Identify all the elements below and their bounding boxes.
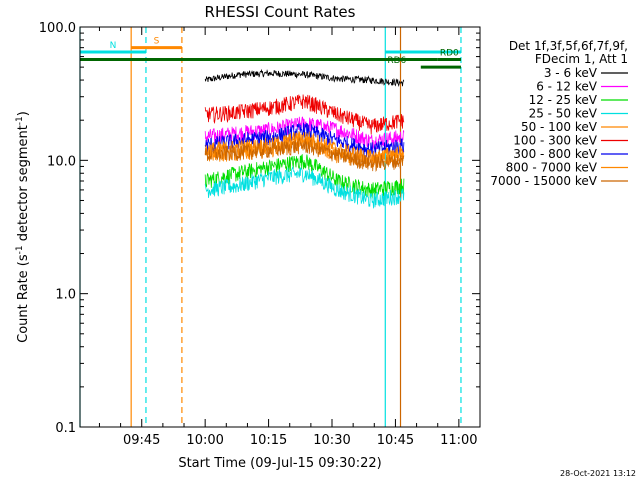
- series-line-0: [204, 68, 405, 87]
- chart-title: RHESSI Count Rates: [205, 3, 356, 21]
- legend-entry-label: 3 - 6 keV: [544, 66, 598, 80]
- y-tick-label: 1.0: [55, 288, 76, 303]
- legend-header-line-1: Det 1f,3f,5f,6f,7f,9f,: [509, 39, 628, 53]
- series-line-5: [204, 94, 405, 135]
- x-axis-ticks: 09:45 10:00 10:15 10:30 10:45 11:00: [98, 27, 481, 448]
- plot-frame: [79, 26, 481, 428]
- series-group: [204, 68, 405, 209]
- x-tick-label: 10:00: [186, 433, 223, 448]
- legend-entry-label: 50 - 100 keV: [521, 120, 598, 134]
- x-tick-label: 09:45: [123, 433, 160, 448]
- y-tick-label: 100.0: [39, 21, 76, 36]
- observing-mode-annotations: S N RD0 RD6: [79, 27, 462, 427]
- x-tick-label: 11:00: [440, 433, 477, 448]
- y-axis-ticks: 0.1 1.0 10.0 100.0: [39, 21, 480, 436]
- y-tick-label: 0.1: [55, 421, 76, 436]
- legend-entry-label: 6 - 12 keV: [536, 80, 598, 94]
- legend-entry-label: 100 - 300 keV: [513, 134, 597, 148]
- annotation-label-N: N: [110, 41, 117, 51]
- x-tick-label: 10:45: [377, 433, 414, 448]
- x-tick-label: 10:30: [313, 433, 350, 448]
- footer-timestamp: 28-Oct-2021 13:12: [560, 469, 636, 478]
- series-line-8: [204, 136, 405, 172]
- legend-header-line-2: FDecim 1, Att 1: [535, 52, 628, 66]
- x-tick-label: 10:15: [250, 433, 287, 448]
- y-tick-label: 10.0: [47, 154, 76, 169]
- series-line-2: [204, 154, 405, 199]
- legend: Det 1f,3f,5f,6f,7f,9f, FDecim 1, Att 1 3…: [490, 39, 628, 188]
- y-axis-label: Count Rate (s-1 detector segment-1): [15, 111, 31, 343]
- x-axis-label: Start Time (09-Jul-15 09:30:22): [178, 456, 381, 471]
- annotation-label-S: S: [154, 37, 160, 47]
- annotation-label-RD0: RD0: [440, 49, 459, 59]
- legend-entry-label: 25 - 50 keV: [529, 107, 598, 121]
- annotation-label-RD6: RD6: [387, 56, 406, 66]
- series-line-3: [204, 165, 405, 209]
- legend-entry-label: 800 - 7000 keV: [506, 161, 598, 175]
- legend-entry-label: 12 - 25 keV: [529, 93, 598, 107]
- legend-entry-label: 7000 - 15000 keV: [490, 174, 597, 188]
- legend-entry-label: 300 - 800 keV: [513, 147, 597, 161]
